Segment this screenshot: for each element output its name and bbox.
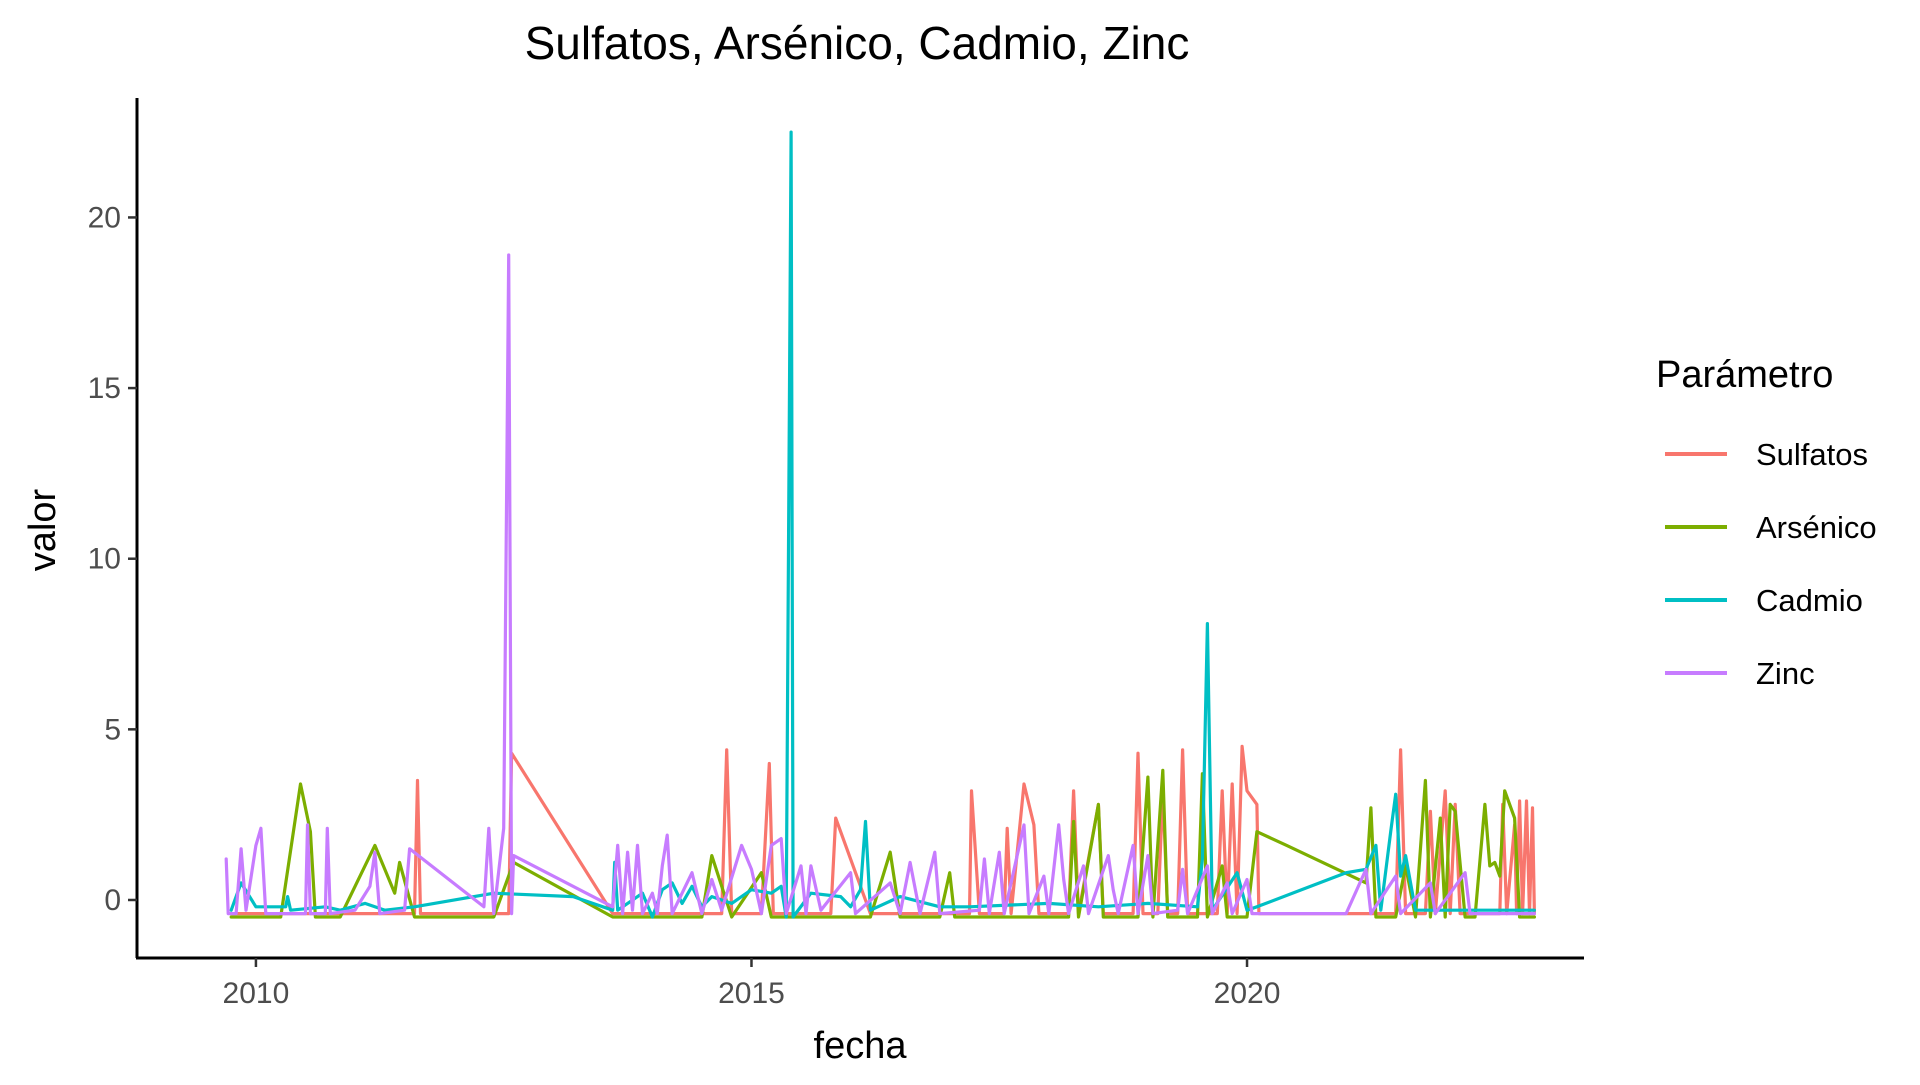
y-tick-label: 15 — [88, 372, 121, 405]
y-tick-label: 10 — [88, 543, 121, 576]
x-axis-ticks: 2010 2015 2020 — [223, 958, 1281, 1010]
x-tick-label: 2020 — [1214, 977, 1281, 1010]
legend-label: Cadmio — [1756, 583, 1863, 618]
legend-items: Sulfatos Arsénico Cadmio Zinc — [1665, 437, 1877, 691]
x-axis-label: fecha — [814, 1025, 908, 1067]
legend-label: Zinc — [1756, 656, 1815, 691]
x-tick-label: 2010 — [223, 977, 290, 1010]
legend-item: Cadmio — [1665, 583, 1863, 618]
legend: Parámetro Sulfatos Arsénico Cadmio Zinc — [1656, 354, 1877, 691]
legend-item: Arsénico — [1665, 510, 1877, 545]
plot-panel — [224, 130, 1536, 919]
y-axis-label: valor — [22, 488, 64, 571]
legend-item: Zinc — [1665, 656, 1815, 691]
y-axis-ticks: 0 5 10 15 20 — [88, 201, 137, 917]
x-tick-label: 2015 — [718, 977, 785, 1010]
series-line-zinc — [224, 253, 1536, 916]
legend-label: Sulfatos — [1756, 437, 1868, 472]
legend-label: Arsénico — [1756, 510, 1877, 545]
legend-title: Parámetro — [1656, 354, 1833, 396]
legend-item: Sulfatos — [1665, 437, 1868, 472]
series-line-arsenico — [229, 768, 1536, 919]
y-tick-label: 20 — [88, 201, 121, 234]
y-tick-label: 5 — [104, 713, 121, 746]
series-line-cadmio — [229, 130, 1536, 919]
y-tick-label: 0 — [104, 884, 121, 917]
chart-title: Sulfatos, Arsénico, Cadmio, Zinc — [525, 17, 1190, 69]
